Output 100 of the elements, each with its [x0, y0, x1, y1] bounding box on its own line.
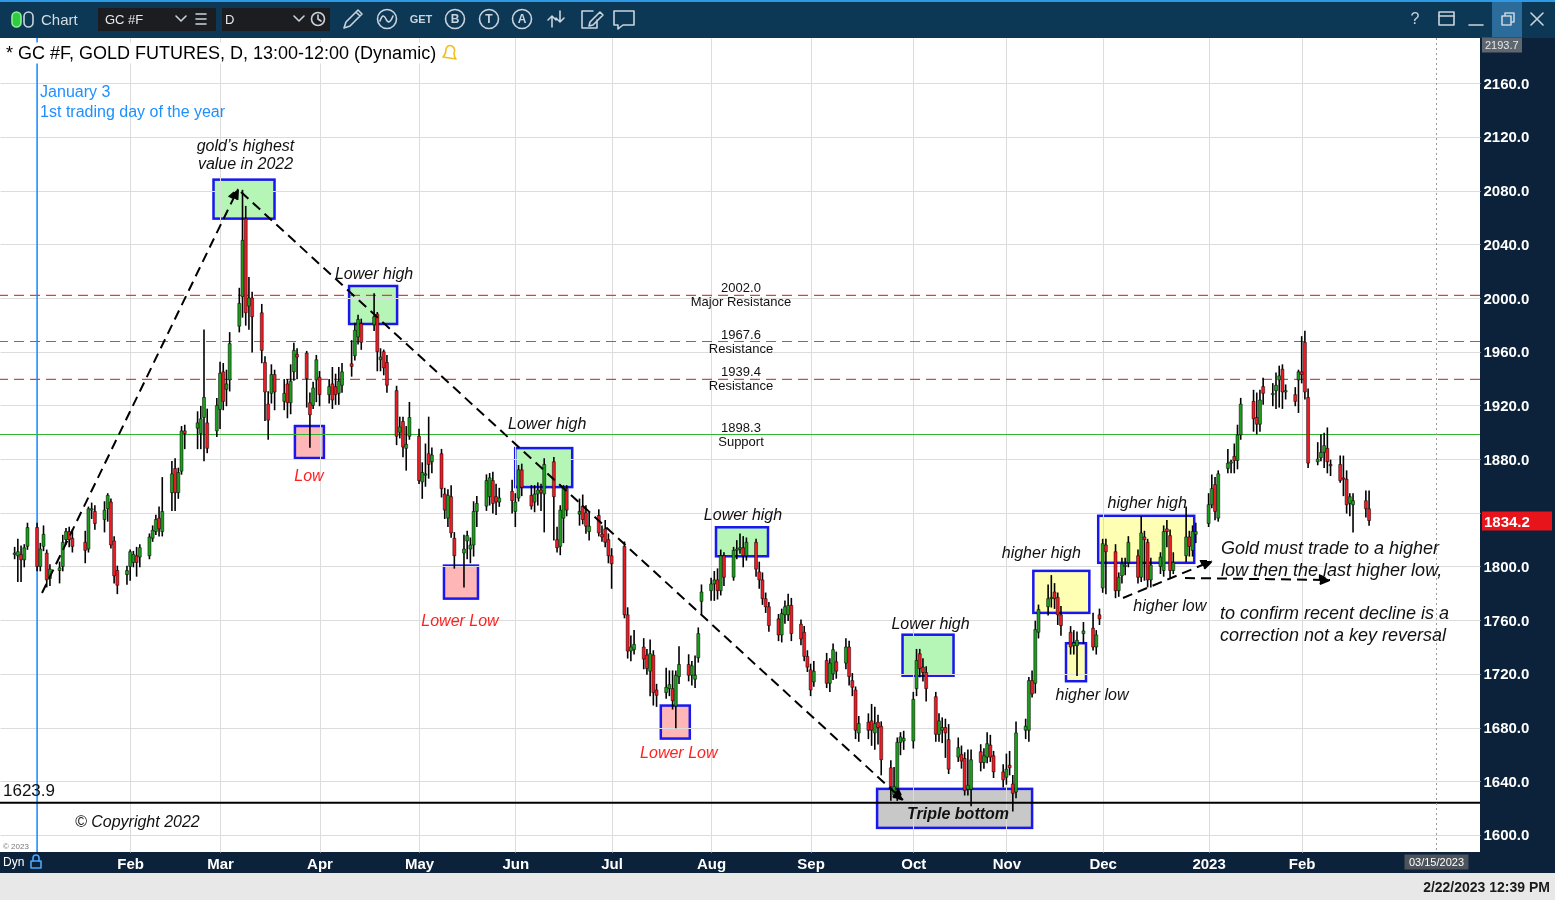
candlestick	[1184, 506, 1188, 562]
y-tick-label: 2000.0	[1483, 289, 1530, 307]
candlestick	[272, 369, 277, 411]
candlestick	[1277, 365, 1281, 408]
text: Chart	[41, 10, 78, 28]
candlestick	[128, 549, 132, 581]
x-tick-label: 2023	[1192, 854, 1226, 872]
text: 2193.7	[1482, 37, 1522, 53]
ref-line-label: 2002.0 Major Resistance	[690, 280, 792, 310]
candlestick	[330, 367, 335, 409]
candlestick	[869, 703, 874, 746]
annotation: gold’s highest value in 2022	[196, 136, 295, 173]
candlestick	[285, 379, 290, 419]
candlestick	[978, 744, 983, 772]
annotation: Low	[294, 467, 324, 485]
candlestick	[282, 379, 286, 411]
candlestick	[1187, 530, 1192, 557]
candlestick	[699, 584, 704, 615]
candlestick	[686, 654, 691, 682]
candlestick	[670, 670, 675, 710]
x-tick-label: Dec	[1089, 854, 1117, 872]
candlestick	[1104, 538, 1108, 595]
x-tick-label: Jul	[601, 854, 623, 872]
candlestick	[532, 485, 537, 513]
candlestick	[1226, 448, 1230, 474]
text: 2/22/2023 12:39 PM	[1423, 879, 1550, 895]
candlestick	[741, 536, 745, 568]
candlestick	[824, 652, 829, 689]
annotation: Lower Low	[421, 611, 499, 630]
candlestick	[712, 571, 717, 601]
candlestick	[314, 354, 319, 403]
text: T	[485, 12, 493, 26]
y-tick-label: 2080.0	[1483, 182, 1530, 200]
candlestick	[940, 717, 944, 744]
candlestick	[564, 485, 569, 517]
text: A	[517, 12, 527, 26]
candlestick	[1091, 612, 1095, 651]
x-tick-label: May	[404, 854, 435, 872]
y-tick-label: 1600.0	[1483, 826, 1530, 844]
candlestick	[462, 534, 466, 588]
y-tick-label: 1920.0	[1483, 396, 1530, 414]
candlestick	[520, 463, 524, 497]
candlestick	[359, 318, 364, 350]
y-tick-label: 1800.0	[1483, 557, 1530, 575]
annotation: © 2023	[3, 841, 29, 851]
candlestick	[529, 485, 534, 510]
candlestick	[776, 614, 781, 642]
annotation: Lower high	[703, 506, 783, 525]
annotation: higher low	[1055, 686, 1129, 705]
y-tick-label: 2040.0	[1483, 235, 1530, 253]
x-tick-label: Aug	[697, 854, 727, 872]
y-tick-label: 2120.0	[1483, 128, 1530, 146]
annotation: higher low	[1133, 596, 1207, 615]
annotation: higher high	[1107, 493, 1187, 512]
candlestick	[430, 447, 434, 474]
x-tick-label: Feb	[117, 854, 145, 872]
annotation: Triple bottom	[907, 804, 1010, 823]
candlestick	[491, 471, 495, 514]
y-tick-label: 1680.0	[1483, 719, 1530, 737]
text: GC #F	[105, 11, 144, 27]
candlestick	[1351, 493, 1355, 533]
annotation: Lower high	[508, 415, 587, 434]
candlestick	[327, 379, 331, 404]
x-tick-label: Sep	[797, 854, 825, 872]
annotation: © Copyright 2022	[75, 813, 200, 831]
text: Dyn	[3, 855, 25, 869]
candlestick	[1251, 389, 1256, 432]
candlestick	[664, 667, 668, 699]
text: GET	[409, 12, 433, 26]
candlestick	[1081, 622, 1086, 644]
ref-line-label: 03/15/2023	[1404, 854, 1469, 870]
candlestick	[1255, 392, 1259, 435]
candlestick	[1004, 753, 1009, 785]
candlestick	[160, 477, 165, 537]
candlestick	[690, 660, 694, 686]
candlestick	[16, 538, 20, 583]
y-tick-label: 1640.0	[1483, 772, 1530, 790]
text: 1834.2	[1482, 511, 1552, 531]
candlestick	[577, 498, 582, 526]
candlestick	[195, 411, 200, 450]
y-tick-label: 2160.0	[1483, 74, 1530, 92]
candlestick	[1068, 626, 1073, 655]
y-tick-label: 1960.0	[1483, 343, 1530, 361]
x-tick-label: Apr	[307, 854, 334, 872]
candlestick	[337, 367, 341, 405]
candlestick	[1190, 525, 1195, 557]
candlestick	[70, 529, 75, 553]
x-tick-label: Jun	[502, 854, 530, 872]
x-tick-label: Mar	[207, 854, 235, 872]
annotation: Gold must trade to a higher low then the last higher low,	[1221, 537, 1443, 581]
y-tick-label: 1760.0	[1483, 611, 1530, 629]
x-tick-label: Nov	[992, 854, 1022, 872]
ref-line-label: 1939.4 Resistance	[708, 364, 774, 394]
y-tick-label: 1720.0	[1483, 665, 1530, 683]
candlestick	[385, 354, 389, 393]
candlestick	[812, 660, 816, 687]
annotation: Lower high	[334, 264, 414, 283]
annotation: higher high	[1001, 543, 1081, 562]
x-tick-label: Oct	[901, 854, 927, 872]
candlestick	[1075, 631, 1079, 677]
